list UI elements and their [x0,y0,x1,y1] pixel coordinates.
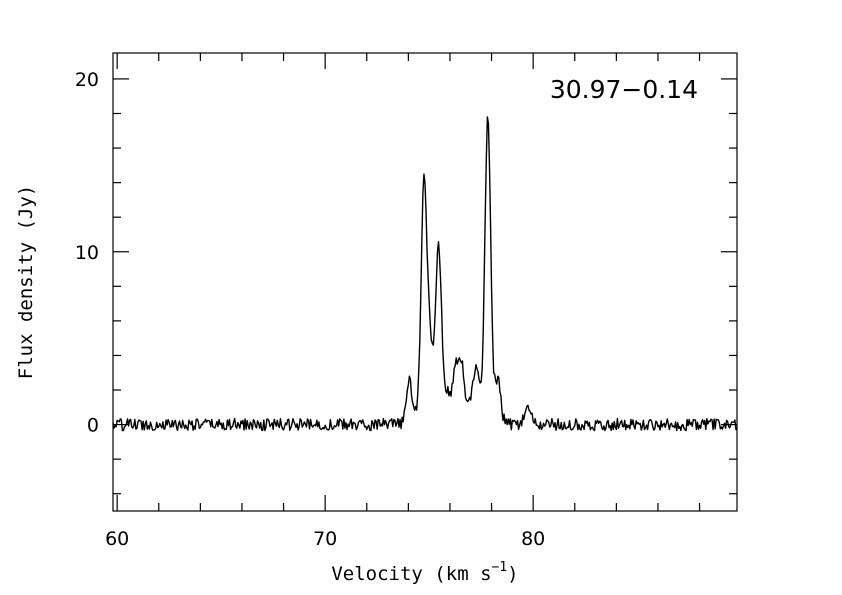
y-axis-label: Flux density (Jy) [15,185,37,379]
tick-labels: 60 70 80 0 10 20 [75,69,545,550]
x-axis-label-text: Velocity (km s [331,563,491,585]
x-tick-label: 60 [105,528,129,550]
series-line-spectrum [112,116,738,432]
x-axis-label-close: ) [507,563,518,585]
x-tick-label: 80 [521,528,545,550]
plot-frame [112,52,738,512]
y-tick-label: 10 [75,242,99,264]
y-tick-label: 0 [87,415,99,437]
x-tick-label: 70 [313,528,337,550]
y-tick-label: 20 [75,69,99,91]
x-axis-label: Velocity (km s−1) [331,560,518,585]
axis-ticks [113,53,737,511]
source-annotation: 30.97−0.14 [550,75,698,104]
x-axis-label-superscript: −1 [492,560,508,575]
